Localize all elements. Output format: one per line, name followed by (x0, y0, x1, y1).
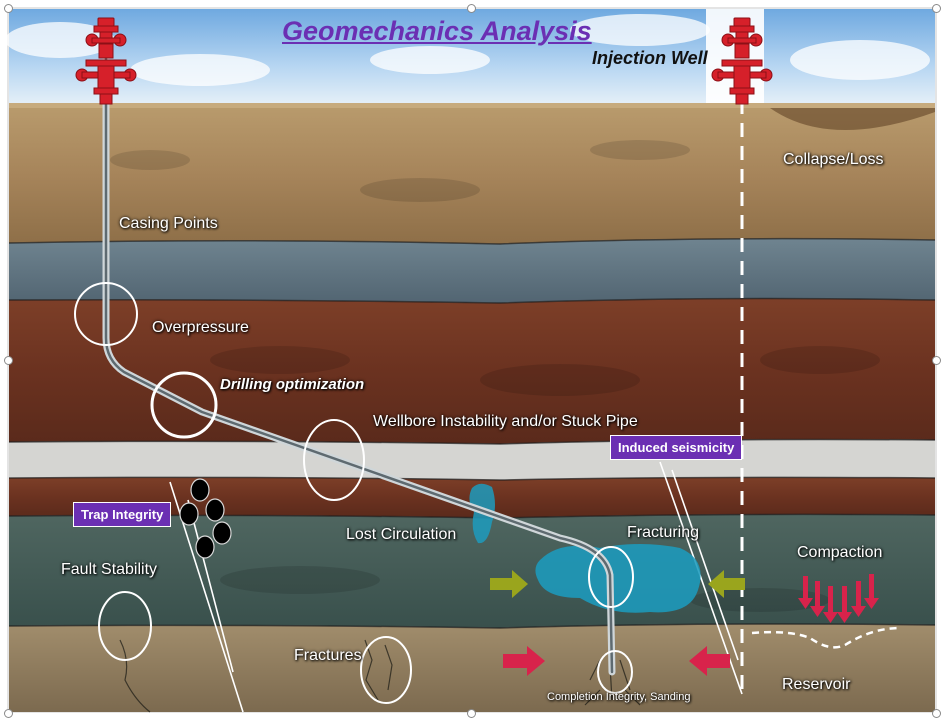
arrow-green-right-icon (490, 570, 528, 598)
label-fractures: Fractures (294, 647, 362, 664)
label-reservoir: Reservoir (782, 676, 851, 693)
label-drilling-optimization: Drilling optimization (220, 376, 365, 393)
tag-trap-integrity: Trap Integrity (73, 502, 172, 527)
label-fracturing: Fracturing (627, 524, 700, 541)
stratum-sand (9, 624, 935, 712)
wellbore-casing-inner (104, 38, 614, 674)
fracture-fluid (535, 544, 701, 613)
label-completion-integrity: Completion Integrity, Sanding (547, 691, 691, 703)
trap-integrity-markers (179, 478, 232, 559)
circle-drilling-optimization (150, 371, 218, 439)
selection-handle[interactable] (4, 356, 13, 365)
label-compaction: Compaction (797, 544, 883, 561)
circle-overpressure (74, 282, 138, 346)
label-lost-circulation: Lost Circulation (346, 526, 457, 543)
arrow-green-left-icon (708, 570, 745, 598)
circle-fault-stability (98, 591, 152, 661)
arrow-red-left-icon (689, 646, 730, 676)
ground-surface (9, 103, 935, 108)
natural-fractures (119, 639, 641, 713)
label-collapse-loss: Collapse/Loss (783, 151, 884, 168)
stratum-light-grey (9, 439, 935, 480)
stratum-topsoil (9, 108, 935, 244)
injection-well-label: Injection Well (592, 48, 708, 68)
strata-boundaries (8, 237, 936, 629)
clouds (5, 14, 930, 86)
selection-handle[interactable] (932, 356, 941, 365)
circle-completion (597, 650, 633, 694)
selection-handle[interactable] (467, 709, 476, 718)
arrow-red-right-icon (503, 646, 545, 676)
circle-fractures (360, 636, 412, 704)
page-title: Geomechanics Analysis (282, 16, 592, 46)
highlight-circles (74, 282, 634, 704)
label-wellbore-instability: Wellbore Instability and/or Stuck Pipe (373, 413, 638, 430)
selection-handle[interactable] (4, 4, 13, 13)
label-overpressure: Overpressure (152, 319, 249, 336)
circle-wellbore-instability (303, 419, 365, 501)
wellhead-drilling-icon (75, 17, 137, 105)
selection-handle[interactable] (932, 4, 941, 13)
tag-induced-seismicity: Induced seismicity (610, 435, 743, 460)
stratum-slate (9, 514, 935, 628)
collapse-depression (770, 108, 935, 131)
label-fault-stability: Fault Stability (61, 561, 158, 578)
selection-handle[interactable] (932, 709, 941, 718)
label-casing-points: Casing Points (119, 215, 218, 232)
stratum-rust-upper (9, 298, 935, 444)
stratum-blue-grey (9, 238, 935, 303)
compaction-arrows-icon (798, 574, 879, 623)
selection-handle[interactable] (4, 709, 13, 718)
rock-texture (110, 140, 880, 612)
wellhead-injection-icon (711, 17, 773, 105)
selection-handle[interactable] (467, 4, 476, 13)
circle-fracturing (588, 546, 634, 608)
subsidence-line (751, 626, 901, 649)
